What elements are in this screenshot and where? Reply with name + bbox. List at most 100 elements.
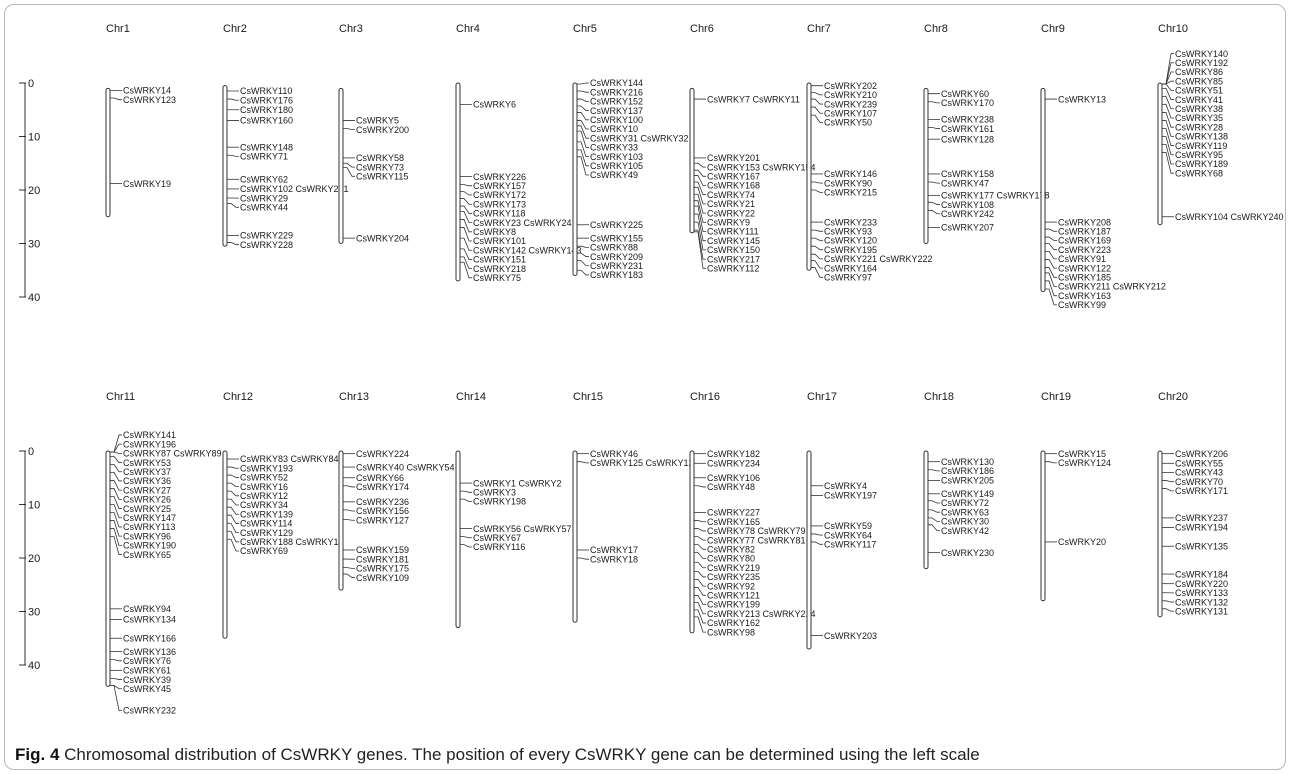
gene-label: CsWRKY195 <box>824 245 877 255</box>
gene-label: CsWRKY71 <box>240 152 288 162</box>
gene-connector <box>694 193 706 214</box>
gene-label: CsWRKY90 <box>824 178 872 188</box>
gene-label: CsWRKY35 <box>1175 113 1223 123</box>
gene-label: CsWRKY102 CsWRKY241 <box>240 184 349 194</box>
chromosome-bar <box>1040 87 1046 293</box>
chromosome-bar <box>105 450 111 687</box>
gene-label: CsWRKY153 CsWRKY154 <box>707 162 816 172</box>
gene-label: CsWRKY96 <box>123 531 171 541</box>
gene-label: CsWRKY215 <box>824 188 877 198</box>
gene-label: CsWRKY9 <box>707 218 750 228</box>
gene-label: CsWRKY130 <box>941 457 994 467</box>
gene-label: CsWRKY27 <box>123 485 171 495</box>
gene-label: CsWRKY106 <box>707 473 760 483</box>
gene-connector <box>694 552 706 559</box>
gene-connector <box>227 514 239 524</box>
gene-label: CsWRKY76 <box>123 656 171 666</box>
chromosome-title: Chr3 <box>339 23 363 35</box>
chromosome-bar <box>338 87 344 244</box>
scale-tick-label: 10 <box>28 132 40 144</box>
gene-connector <box>110 685 122 690</box>
gene-label: CsWRKY236 <box>356 497 409 507</box>
gene-connector <box>577 98 589 102</box>
gene-label: CsWRKY129 <box>240 528 293 538</box>
gene-label: CsWRKY10 <box>590 124 638 134</box>
gene-label: CsWRKY151 <box>473 255 526 265</box>
gene-label: CsWRKY132 <box>1175 597 1228 607</box>
gene-label: CsWRKY40 CsWRKY54 <box>356 462 455 472</box>
chromosome-chr10: Chr10CsWRKY140CsWRKY192CsWRKY86CsWRKY85C… <box>1157 23 1284 226</box>
chromosome-title: Chr11 <box>106 391 135 403</box>
gene-connector <box>460 256 472 270</box>
gene-connector <box>343 128 355 131</box>
gene-label: CsWRKY131 <box>1175 606 1228 616</box>
gene-label: CsWRKY70 <box>1175 477 1223 487</box>
gene-connector <box>227 490 239 497</box>
gene-label: CsWRKY142 CsWRKY143 <box>473 245 582 255</box>
gene-label: CsWRKY228 <box>240 240 293 250</box>
gene-connector <box>460 219 472 233</box>
gene-label: CsWRKY65 <box>123 550 171 560</box>
gene-connector <box>1045 228 1057 232</box>
gene-label: CsWRKY223 <box>1058 245 1111 255</box>
gene-connector <box>343 167 355 177</box>
figure-panel: 0 10 20 30 40 Chr1 CsWRKY14 CsWRKY123 CsWRKY19 Ch… <box>4 4 1286 770</box>
gene-connector <box>577 156 589 176</box>
gene-connector <box>928 509 940 513</box>
gene-label: CsWRKY155 <box>590 233 643 243</box>
gene-label: CsWRKY23 CsWRKY24 <box>473 218 572 228</box>
gene-label: CsWRKY53 <box>123 458 171 468</box>
gene-connector <box>811 106 823 114</box>
gene-label: CsWRKY110 <box>240 86 292 96</box>
gene-connector <box>227 202 239 208</box>
gene-label: CsWRKY118 <box>473 209 525 219</box>
chromosome-chr17: Chr17CsWRKY4CsWRKY197CsWRKY59CsWRKY64CsW… <box>806 391 877 650</box>
gene-connector <box>1162 600 1174 603</box>
gene-label: CsWRKY19 <box>123 179 171 189</box>
gene-label: CsWRKY62 <box>240 175 288 185</box>
gene-connector <box>694 221 706 251</box>
gene-label: CsWRKY188 CsWRKY19 <box>240 537 344 547</box>
gene-label: CsWRKY122 <box>1058 263 1111 273</box>
gene-label: CsWRKY100 <box>590 115 643 125</box>
gene-label: CsWRKY88 <box>590 243 638 253</box>
gene-connector <box>694 579 706 587</box>
gene-label: CsWRKY124 <box>1058 458 1111 468</box>
chromosome-bar <box>455 82 461 282</box>
gene-label: CsWRKY61 <box>123 666 171 676</box>
chromosome-title: Chr4 <box>456 23 480 35</box>
gene-connector <box>227 530 239 543</box>
gene-label: CsWRKY234 <box>707 459 760 469</box>
chromosome-bar <box>923 450 929 570</box>
figure-caption: Fig. 4 Chromosomal distribution of CsWRK… <box>15 742 1285 768</box>
gene-label: CsWRKY202 <box>824 81 877 91</box>
gene-connector <box>694 595 706 605</box>
scale-tick-label: 0 <box>28 446 34 458</box>
gene-connector <box>460 237 472 251</box>
gene-connector <box>694 213 706 242</box>
gene-connector <box>694 205 706 232</box>
gene-label: CsWRKY233 <box>824 217 877 227</box>
gene-label: CsWRKY140 <box>1175 49 1228 59</box>
chromosome-bar <box>222 450 228 639</box>
gene-connector <box>1045 280 1057 297</box>
gene-connector <box>577 82 589 85</box>
gene-label: CsWRKY158 <box>941 169 994 179</box>
gene-label: CsWRKY115 <box>356 172 408 182</box>
gene-label: CsWRKY182 <box>707 449 760 459</box>
chromosome-bar <box>806 82 812 271</box>
gene-label: CsWRKY167 <box>707 172 760 182</box>
gene-label: CsWRKY119 <box>1175 141 1227 151</box>
gene-label: CsWRKY201 <box>707 153 760 163</box>
gene-label: CsWRKY29 <box>240 193 288 203</box>
gene-connector <box>577 245 589 248</box>
gene-label: CsWRKY94 <box>123 604 171 614</box>
chromosome-title: Chr10 <box>1158 23 1188 35</box>
gene-connector <box>227 482 239 488</box>
gene-label: CsWRKY190 <box>123 541 176 551</box>
gene-connector <box>577 252 589 257</box>
gene-label: CsWRKY16 <box>240 482 288 492</box>
